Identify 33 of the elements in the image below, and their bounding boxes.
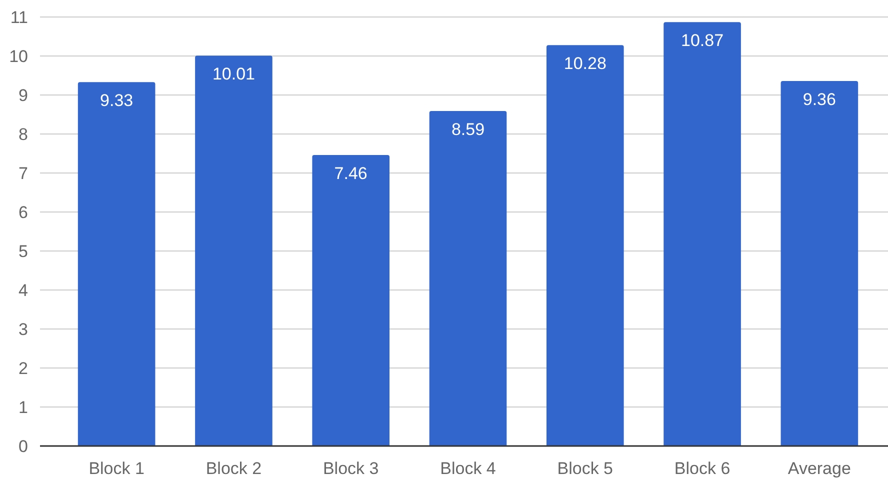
data-label: 9.36 xyxy=(802,90,836,109)
bar xyxy=(195,56,272,446)
data-label: 10.28 xyxy=(564,54,606,74)
x-tick-label: Block 1 xyxy=(88,459,144,478)
y-tick-label: 5 xyxy=(18,242,28,261)
y-tick-label: 9 xyxy=(18,86,28,105)
y-tick-label: 3 xyxy=(18,320,28,339)
x-tick-label: Block 4 xyxy=(440,459,496,478)
y-tick-label: 0 xyxy=(18,436,28,456)
y-tick-label: 1 xyxy=(18,398,28,417)
y-tick-label: 6 xyxy=(18,202,28,222)
data-label: 10.87 xyxy=(681,31,724,50)
data-label: 8.59 xyxy=(451,120,485,139)
x-tick-label: Block 2 xyxy=(206,459,262,478)
x-tick-label: Block 5 xyxy=(557,459,614,478)
bar xyxy=(429,110,507,446)
y-tick-label: 4 xyxy=(18,280,28,300)
x-tick-label: Average xyxy=(788,459,851,478)
y-tick-label: 11 xyxy=(10,8,28,27)
bar xyxy=(780,80,858,446)
bar xyxy=(664,22,741,446)
data-label: 7.46 xyxy=(334,164,368,184)
bar xyxy=(312,155,390,446)
data-label: 10.01 xyxy=(212,64,255,84)
bar xyxy=(78,82,156,446)
x-tick-label: Block 6 xyxy=(674,459,730,478)
data-label: 9.33 xyxy=(100,91,134,110)
y-tick-label: 7 xyxy=(18,164,28,183)
bar xyxy=(546,45,624,446)
x-tick-label: Block 3 xyxy=(322,459,379,478)
y-tick-label: 2 xyxy=(18,358,28,378)
y-tick-label: 8 xyxy=(18,124,28,144)
y-tick-label: 10 xyxy=(9,46,28,66)
